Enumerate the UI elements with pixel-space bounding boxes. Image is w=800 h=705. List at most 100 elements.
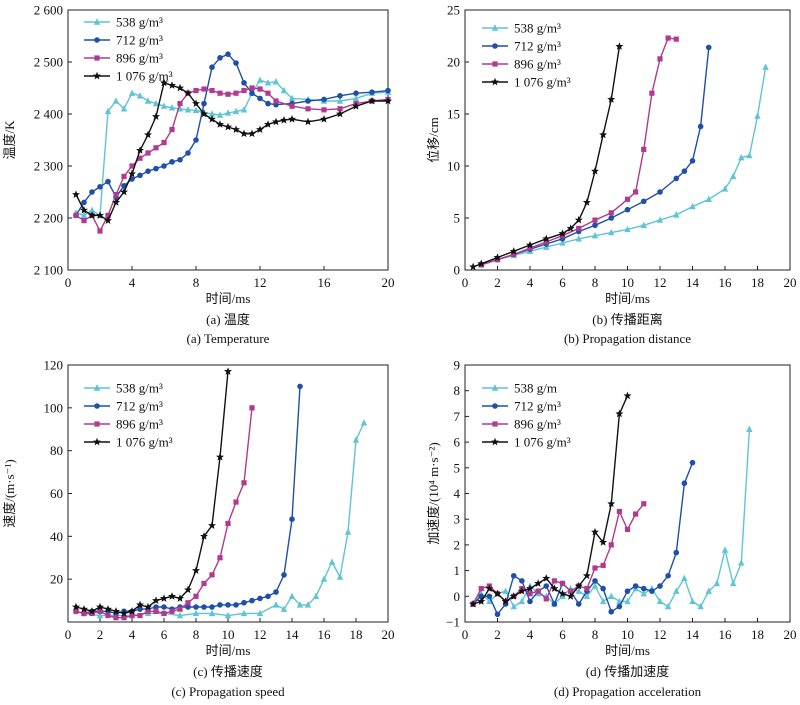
- data-point: [121, 615, 127, 621]
- data-point: [168, 592, 176, 600]
- data-point: [216, 452, 224, 461]
- data-point: [73, 212, 79, 218]
- data-point: [161, 140, 167, 146]
- data-point: [527, 591, 533, 597]
- data-point: [656, 216, 664, 223]
- data-point: [689, 597, 696, 605]
- x-tick-label: 14: [286, 627, 300, 642]
- y-tick-label: 40: [50, 529, 63, 544]
- series-3: [73, 405, 255, 621]
- series-4: [469, 42, 624, 271]
- x-tick-label: 0: [462, 627, 469, 642]
- chart-panel-4: 0 2 4 6 8 10 12 14 16 18 20−10123456789时间/ms加速度/(1…: [426, 358, 797, 700]
- data-point: [632, 583, 639, 589]
- x-tick-label: 20: [784, 275, 797, 290]
- data-point: [640, 221, 647, 228]
- data-point: [145, 608, 151, 614]
- x-tick-label: 12: [654, 275, 667, 290]
- legend-label: 896 g/m³: [514, 417, 561, 432]
- x-axis-label: 时间/ms: [206, 643, 251, 658]
- series-2: [73, 383, 303, 617]
- data-point: [105, 178, 111, 185]
- data-point: [152, 596, 160, 604]
- data-point: [608, 210, 614, 216]
- data-point: [288, 94, 296, 102]
- y-tick-label: 3: [454, 512, 461, 527]
- data-point: [713, 579, 721, 587]
- data-point: [160, 594, 168, 602]
- data-point: [209, 604, 215, 610]
- y-tick-label: 0: [454, 263, 461, 278]
- data-point: [607, 95, 616, 103]
- data-point: [721, 185, 729, 192]
- data-point: [96, 211, 104, 219]
- data-point: [104, 216, 112, 224]
- data-point: [576, 225, 582, 231]
- data-point: [558, 589, 567, 598]
- data-point: [161, 163, 167, 169]
- data-point: [312, 592, 320, 599]
- data-point: [624, 225, 631, 233]
- data-point: [185, 604, 191, 610]
- legend-marker: [491, 24, 499, 31]
- data-point: [616, 603, 623, 610]
- data-point: [360, 419, 368, 426]
- legend-marker: [93, 18, 101, 25]
- data-point: [746, 151, 753, 159]
- legend-label: 538 g/m³: [116, 381, 163, 396]
- data-point: [249, 85, 255, 91]
- y-axis-label: 位移/cm: [426, 117, 441, 163]
- y-tick-label: 100: [44, 400, 64, 415]
- data-point: [673, 36, 679, 42]
- data-point: [193, 593, 199, 599]
- data-point: [582, 571, 591, 580]
- x-tick-label: 18: [751, 275, 764, 290]
- data-point: [575, 587, 582, 594]
- x-tick-label: 20: [382, 627, 395, 642]
- data-point: [738, 559, 745, 566]
- data-point: [233, 90, 239, 96]
- data-point: [526, 240, 534, 249]
- data-point: [105, 612, 111, 619]
- data-point: [551, 578, 557, 584]
- x-axis-label: 时间/ms: [605, 643, 650, 658]
- y-tick-label: −1: [446, 615, 460, 630]
- series-line: [472, 462, 694, 615]
- data-point: [494, 611, 501, 618]
- data-point: [288, 592, 296, 599]
- data-point: [193, 604, 199, 610]
- data-point: [80, 604, 88, 613]
- data-point: [121, 173, 127, 179]
- data-point: [240, 106, 248, 113]
- data-point: [241, 88, 247, 94]
- data-point: [201, 100, 207, 107]
- y-tick-label: 2 400: [34, 107, 63, 122]
- legend-marker: [94, 37, 100, 43]
- data-point: [273, 98, 279, 104]
- x-tick-label: 10: [621, 627, 634, 642]
- data-point: [224, 611, 232, 619]
- x-tick-label: 16: [719, 627, 733, 642]
- data-point: [153, 145, 159, 151]
- data-point: [113, 615, 119, 621]
- data-point: [256, 76, 264, 83]
- data-point: [176, 594, 184, 602]
- data-point: [161, 604, 167, 610]
- data-point: [566, 224, 575, 232]
- data-point: [216, 111, 224, 118]
- data-point: [177, 156, 183, 163]
- data-point: [624, 206, 631, 213]
- data-point: [136, 600, 144, 609]
- data-point: [169, 127, 175, 133]
- data-point: [161, 610, 167, 617]
- data-point: [640, 590, 647, 597]
- data-point: [640, 585, 647, 592]
- data-point: [97, 184, 103, 190]
- data-point: [241, 480, 247, 486]
- data-point: [681, 480, 688, 487]
- x-tick-label: 8: [592, 627, 599, 642]
- data-point: [729, 579, 737, 587]
- x-tick-label: 12: [254, 275, 267, 290]
- data-point: [193, 88, 199, 94]
- legend-label: 538 g/m³: [116, 15, 163, 30]
